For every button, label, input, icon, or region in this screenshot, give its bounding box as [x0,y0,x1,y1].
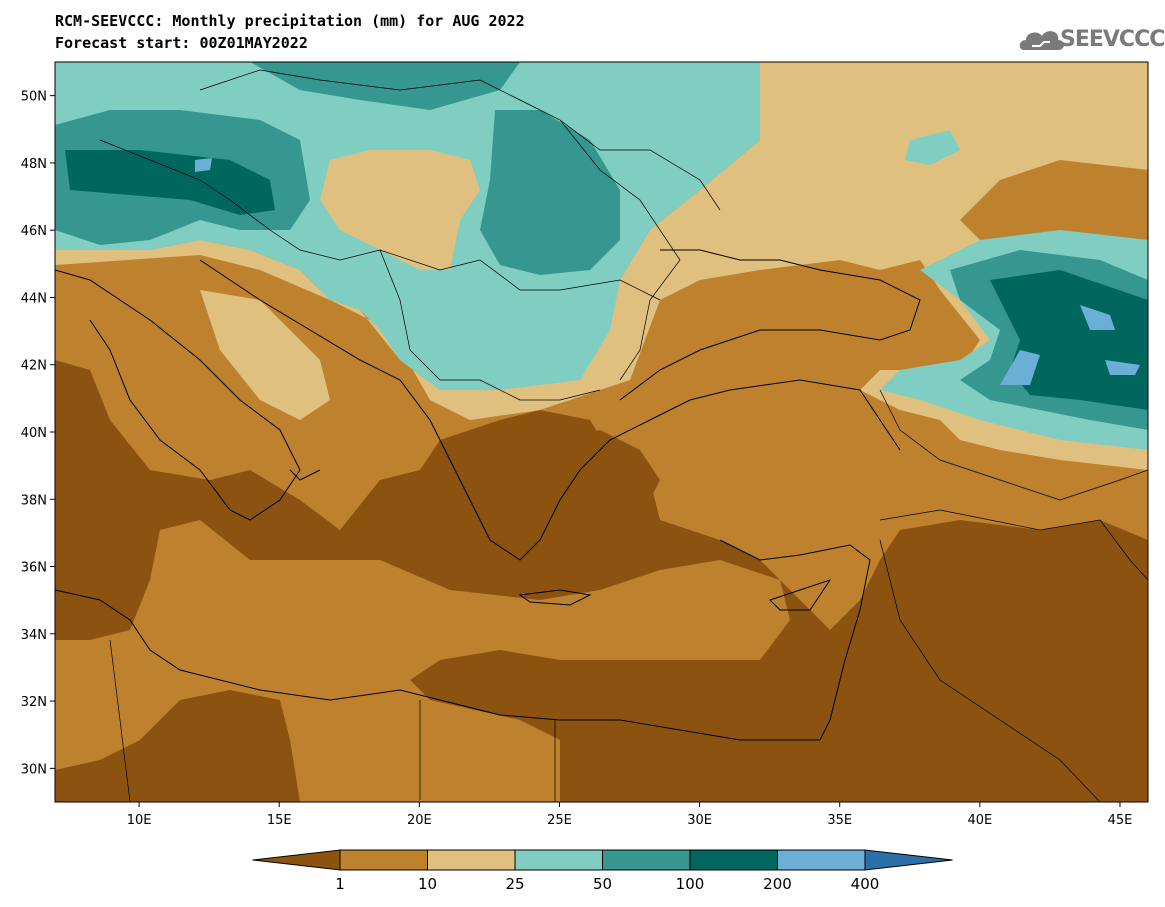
forecast-start-label: Forecast start: 00Z01MAY2022 [55,34,308,52]
seevccc-cloud-logo-icon [1019,31,1064,50]
precipitation-colorbar: 1 10 25 50 100 200 400 [252,849,953,893]
lon-tick-label: 25E [547,813,572,828]
field-10-25-hungary-cut [320,150,480,270]
field-200-400-alps [195,158,212,172]
lon-tick-label: 10E [127,813,152,828]
lat-tick-label: 34N [21,628,47,643]
lat-tick-label: 38N [21,493,47,508]
field-25-50-ukraine [905,130,960,165]
field-below-1 [55,360,1148,802]
lon-tick-label: 35E [827,813,852,828]
colorbar-segment [514,849,603,871]
longitude-axis: 10E 15E 20E 25E 30E 35E 40E 45E [127,802,1133,828]
seevccc-logo-text: SEEVCCC [1060,27,1165,52]
colorbar-label: 200 [763,875,792,893]
colorbar-label: 10 [418,875,437,893]
lon-tick-label: 15E [267,813,292,828]
colorbar-label: 50 [593,875,612,893]
colorbar-upper-extension [864,849,953,871]
lat-tick-label: 32N [21,695,47,710]
field-100-200-alps [65,150,275,215]
lat-tick-label: 46N [21,224,47,239]
colorbar-label: 400 [851,875,880,893]
field-50-100-north [250,62,520,110]
colorbar-label: 25 [505,875,524,893]
country-borders [99,69,1148,802]
field-10-25-italy [200,290,330,420]
lat-tick-label: 48N [21,157,47,172]
colorbar-segment [777,849,866,871]
field-200-400-caucasus [1000,305,1140,385]
lat-tick-label: 44N [21,291,47,306]
colorbar-label: 100 [676,875,705,893]
colorbar-segment [689,849,778,871]
colorbar-label: 1 [335,875,345,893]
lat-tick-label: 36N [21,561,47,576]
lon-tick-label: 30E [687,813,712,828]
colorbar-segment [339,849,428,871]
lat-tick-label: 40N [21,426,47,441]
colorbar-lower-extension [252,849,341,871]
map-title: RCM-SEEVCCC: Monthly precipitation (mm) … [55,12,525,30]
coastlines [55,249,921,741]
colorbar-segment [602,849,691,871]
colorbar-segment [427,849,516,871]
field-below-1-aegean [520,430,660,540]
latitude-axis: 50N 48N 46N 44N 42N 40N 38N 36N 34N 32N 30N [21,90,55,777]
lon-tick-label: 20E [407,813,432,828]
lat-tick-label: 42N [21,359,47,374]
lon-tick-label: 40E [967,813,992,828]
field-10-25 [55,62,1148,470]
lat-tick-label: 30N [21,762,47,777]
lon-tick-label: 45E [1108,813,1133,828]
lat-tick-label: 50N [21,90,47,105]
